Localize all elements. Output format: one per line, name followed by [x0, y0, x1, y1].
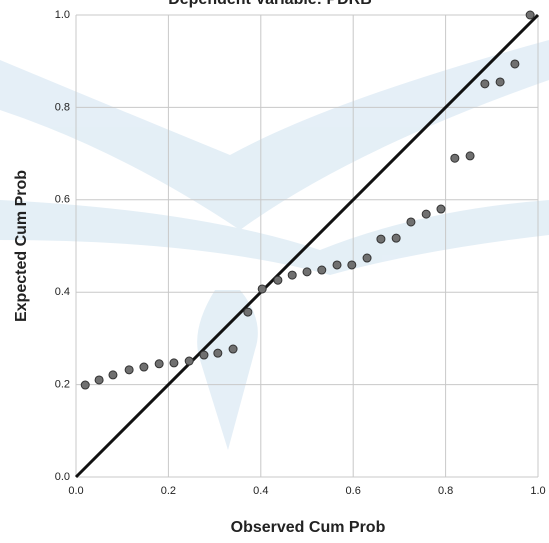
point — [244, 308, 252, 316]
x-tick-label: 0.2 — [161, 485, 176, 497]
point — [229, 345, 237, 353]
point — [81, 381, 89, 389]
point — [109, 371, 117, 379]
y-tick-label: 0.2 — [55, 379, 70, 391]
x-axis-label: Observed Cum Prob — [231, 519, 386, 536]
x-tick-label: 0.0 — [68, 485, 83, 497]
y-axis-label: Expected Cum Prob — [13, 170, 30, 322]
point — [466, 152, 474, 160]
point — [496, 78, 504, 86]
point — [125, 366, 133, 374]
point — [526, 11, 534, 19]
point — [451, 154, 459, 162]
point — [214, 349, 222, 357]
y-tick-label: 0.6 — [55, 194, 70, 206]
y-tick-label: 0.8 — [55, 101, 70, 113]
point — [437, 205, 445, 213]
point — [140, 363, 148, 371]
point — [511, 60, 519, 68]
point — [348, 261, 356, 269]
point — [377, 235, 385, 243]
point — [274, 276, 282, 284]
point — [333, 261, 341, 269]
point — [407, 218, 415, 226]
point — [200, 351, 208, 359]
x-tick-label: 0.6 — [346, 485, 361, 497]
y-tick-label: 0.4 — [55, 286, 70, 298]
chart-title: Dependent Variable: PDRB — [168, 0, 372, 8]
point — [258, 285, 266, 293]
point — [392, 234, 400, 242]
y-tick-label: 0.0 — [55, 471, 70, 483]
point — [155, 360, 163, 368]
chart: Dependent Variable: PDRB Observed Cum Pr… — [0, 0, 549, 543]
point — [363, 254, 371, 262]
point — [95, 376, 103, 384]
point — [318, 266, 326, 274]
x-tick-label: 1.0 — [530, 485, 545, 497]
reference-line — [76, 15, 538, 477]
point — [303, 268, 311, 276]
point — [422, 210, 430, 218]
point — [481, 80, 489, 88]
point — [288, 271, 296, 279]
x-tick-label: 0.4 — [253, 485, 268, 497]
point — [170, 359, 178, 367]
x-tick-label: 0.8 — [438, 485, 453, 497]
point — [185, 357, 193, 365]
y-tick-label: 1.0 — [55, 9, 70, 21]
